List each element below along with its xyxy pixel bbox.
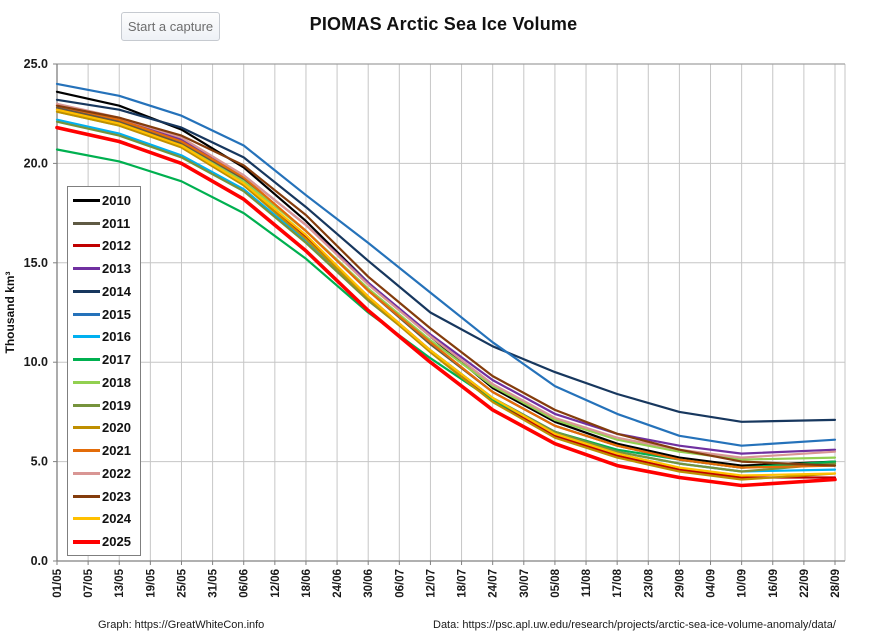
y-tick-label: 5.0 xyxy=(31,455,48,469)
legend-swatch-2014 xyxy=(73,289,100,293)
series-line-2024 xyxy=(55,108,837,477)
legend-swatch-2010 xyxy=(73,198,100,202)
legend-label: 2015 xyxy=(102,306,131,322)
legend-swatch-2016 xyxy=(73,335,100,339)
x-tick-label: 25/05 xyxy=(176,568,188,597)
legend-item-2015: 2015 xyxy=(73,304,140,325)
x-tick-label: 06/06 xyxy=(239,569,251,598)
legend-label: 2025 xyxy=(102,534,131,550)
series-line-2021 xyxy=(55,104,837,469)
x-tick-label: 10/09 xyxy=(737,569,749,598)
legend-label: 2023 xyxy=(102,488,131,504)
x-tick-label: 30/06 xyxy=(363,569,375,598)
series-line-2013 xyxy=(55,104,837,455)
y-axis-title: Thousand km³ xyxy=(3,271,17,353)
x-tick-label: 06/07 xyxy=(394,569,406,598)
series-line-2015 xyxy=(55,82,837,447)
series-line-2020 xyxy=(55,110,837,481)
y-tick-label: 20.0 xyxy=(24,156,48,170)
x-tick-label: 31/05 xyxy=(208,568,220,597)
legend-label: 2024 xyxy=(102,511,131,527)
legend-swatch-2021 xyxy=(73,449,100,453)
legend-item-2016: 2016 xyxy=(73,326,140,347)
legend-item-2023: 2023 xyxy=(73,486,140,507)
legend-swatch-2013 xyxy=(73,267,100,271)
start-capture-button[interactable]: Start a capture xyxy=(121,12,220,41)
legend-item-2010: 2010 xyxy=(73,190,140,211)
legend-item-2022: 2022 xyxy=(73,463,140,484)
x-tick-label: 24/06 xyxy=(332,569,344,598)
x-tick-label: 16/09 xyxy=(768,569,780,598)
x-tick-label: 28/09 xyxy=(830,569,842,598)
series-line-2017 xyxy=(55,148,837,469)
legend-item-2021: 2021 xyxy=(73,440,140,461)
x-tick-label: 13/05 xyxy=(114,568,126,597)
page-title: PIOMAS Arctic Sea Ice Volume xyxy=(309,14,578,34)
x-tick-label: 18/06 xyxy=(301,569,313,598)
legend-swatch-2022 xyxy=(73,471,100,475)
legend-label: 2011 xyxy=(102,215,131,231)
x-tick-label: 01/05 xyxy=(52,568,64,597)
x-tick-label: 24/07 xyxy=(488,569,500,598)
y-tick-label: 25.0 xyxy=(24,57,48,71)
legend-swatch-2012 xyxy=(73,244,100,248)
y-tick-label: 10.0 xyxy=(24,355,48,369)
x-tick-label: 17/08 xyxy=(612,568,624,597)
legend-label: 2022 xyxy=(102,465,131,481)
y-tick-label: 0.0 xyxy=(31,554,48,568)
series-line-2025 xyxy=(55,125,837,488)
legend-item-2013: 2013 xyxy=(73,258,140,279)
legend-item-2011: 2011 xyxy=(73,213,140,234)
legend-swatch-2018 xyxy=(73,380,100,384)
legend-label: 2013 xyxy=(102,261,131,277)
legend-swatch-2024 xyxy=(73,517,100,521)
legend-label: 2014 xyxy=(102,283,131,299)
x-tick-label: 22/09 xyxy=(799,569,811,598)
legend-label: 2017 xyxy=(102,352,131,368)
x-tick-label: 18/07 xyxy=(457,569,469,598)
legend-swatch-2015 xyxy=(73,312,100,316)
legend-item-2018: 2018 xyxy=(73,372,140,393)
x-tick-label: 11/08 xyxy=(581,568,593,597)
legend-item-2014: 2014 xyxy=(73,281,140,302)
legend-swatch-2017 xyxy=(73,358,100,362)
legend-label: 2018 xyxy=(102,374,131,390)
series-line-2014 xyxy=(55,98,837,423)
x-tick-label: 29/08 xyxy=(674,568,686,597)
x-tick-label: 30/07 xyxy=(519,569,531,598)
x-tick-label: 23/08 xyxy=(643,568,655,597)
legend-swatch-2019 xyxy=(73,403,100,407)
series-line-2010 xyxy=(55,90,837,467)
legend-item-2019: 2019 xyxy=(73,395,140,416)
series-line-2012 xyxy=(55,108,837,479)
legend-label: 2021 xyxy=(102,443,131,459)
legend-label: 2020 xyxy=(102,420,131,436)
series-line-2022 xyxy=(55,102,837,459)
x-tick-label: 12/06 xyxy=(270,569,282,598)
x-tick-label: 07/05 xyxy=(83,568,95,597)
legend-swatch-2020 xyxy=(73,426,100,430)
legend-swatch-2023 xyxy=(73,494,100,498)
x-tick-label: 12/07 xyxy=(425,569,437,598)
legend-swatch-2011 xyxy=(73,221,100,225)
series-line-2023 xyxy=(55,104,837,467)
legend-item-2024: 2024 xyxy=(73,508,140,529)
y-tick-label: 15.0 xyxy=(24,256,48,270)
x-tick-label: 04/09 xyxy=(706,569,718,598)
legend-item-2017: 2017 xyxy=(73,349,140,370)
legend-item-2020: 2020 xyxy=(73,417,140,438)
x-tick-label: 05/08 xyxy=(550,568,562,597)
legend-item-2025: 2025 xyxy=(73,531,140,552)
legend-item-2012: 2012 xyxy=(73,235,140,256)
legend-label: 2010 xyxy=(102,192,131,208)
legend-label: 2016 xyxy=(102,329,131,345)
data-credit-text: Data: https://psc.apl.uw.edu/research/pr… xyxy=(433,619,836,631)
legend-label: 2012 xyxy=(102,238,131,254)
x-tick-label: 19/05 xyxy=(145,568,157,597)
legend-label: 2019 xyxy=(102,397,131,413)
legend-swatch-2025 xyxy=(73,539,100,544)
graph-credit-text: Graph: https://GreatWhiteCon.info xyxy=(98,619,265,631)
legend: 2010 2011 2012 2013 2014 2015 2016 2017 2018 2019… xyxy=(67,186,141,556)
